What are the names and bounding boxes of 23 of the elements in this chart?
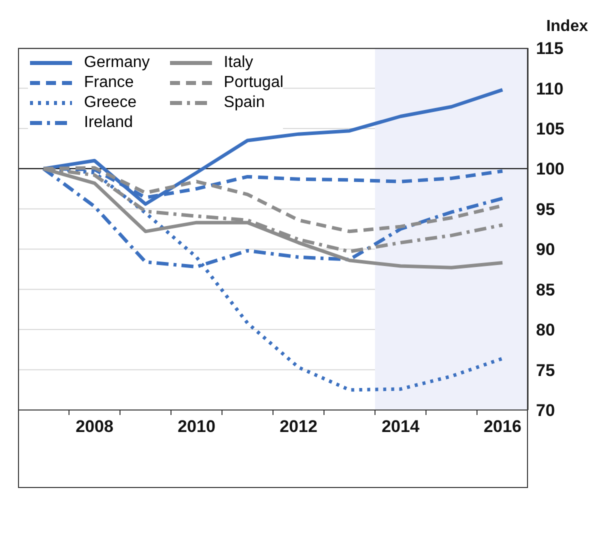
y-tick-label: 110 bbox=[536, 79, 564, 98]
x-tick-label: 2008 bbox=[76, 417, 114, 436]
x-tick-label: 2010 bbox=[178, 417, 216, 436]
legend-label: Italy bbox=[224, 54, 254, 72]
y-tick-label: 100 bbox=[536, 160, 564, 179]
y-axis-title: Index bbox=[546, 18, 588, 36]
x-tick-label: 2014 bbox=[382, 417, 420, 436]
legend-label: France bbox=[84, 74, 134, 92]
legend-label: Portugal bbox=[224, 74, 284, 92]
x-tick-label: 2016 bbox=[484, 417, 522, 436]
y-tick-label: 95 bbox=[536, 200, 555, 219]
legend-label: Germany bbox=[84, 54, 150, 72]
y-tick-label: 115 bbox=[536, 39, 564, 58]
y-tick-label: 70 bbox=[536, 401, 555, 420]
y-tick-label: 90 bbox=[536, 240, 555, 260]
y-tick-label: 105 bbox=[536, 119, 564, 138]
legend-label: Ireland bbox=[84, 114, 133, 132]
y-tick-label: 75 bbox=[536, 360, 555, 380]
legend-label: Spain bbox=[224, 94, 265, 112]
y-tick-label: 85 bbox=[536, 280, 555, 300]
legend-label: Greece bbox=[84, 94, 136, 112]
x-tick-label: 2012 bbox=[280, 417, 318, 436]
y-tick-label: 80 bbox=[536, 320, 555, 340]
